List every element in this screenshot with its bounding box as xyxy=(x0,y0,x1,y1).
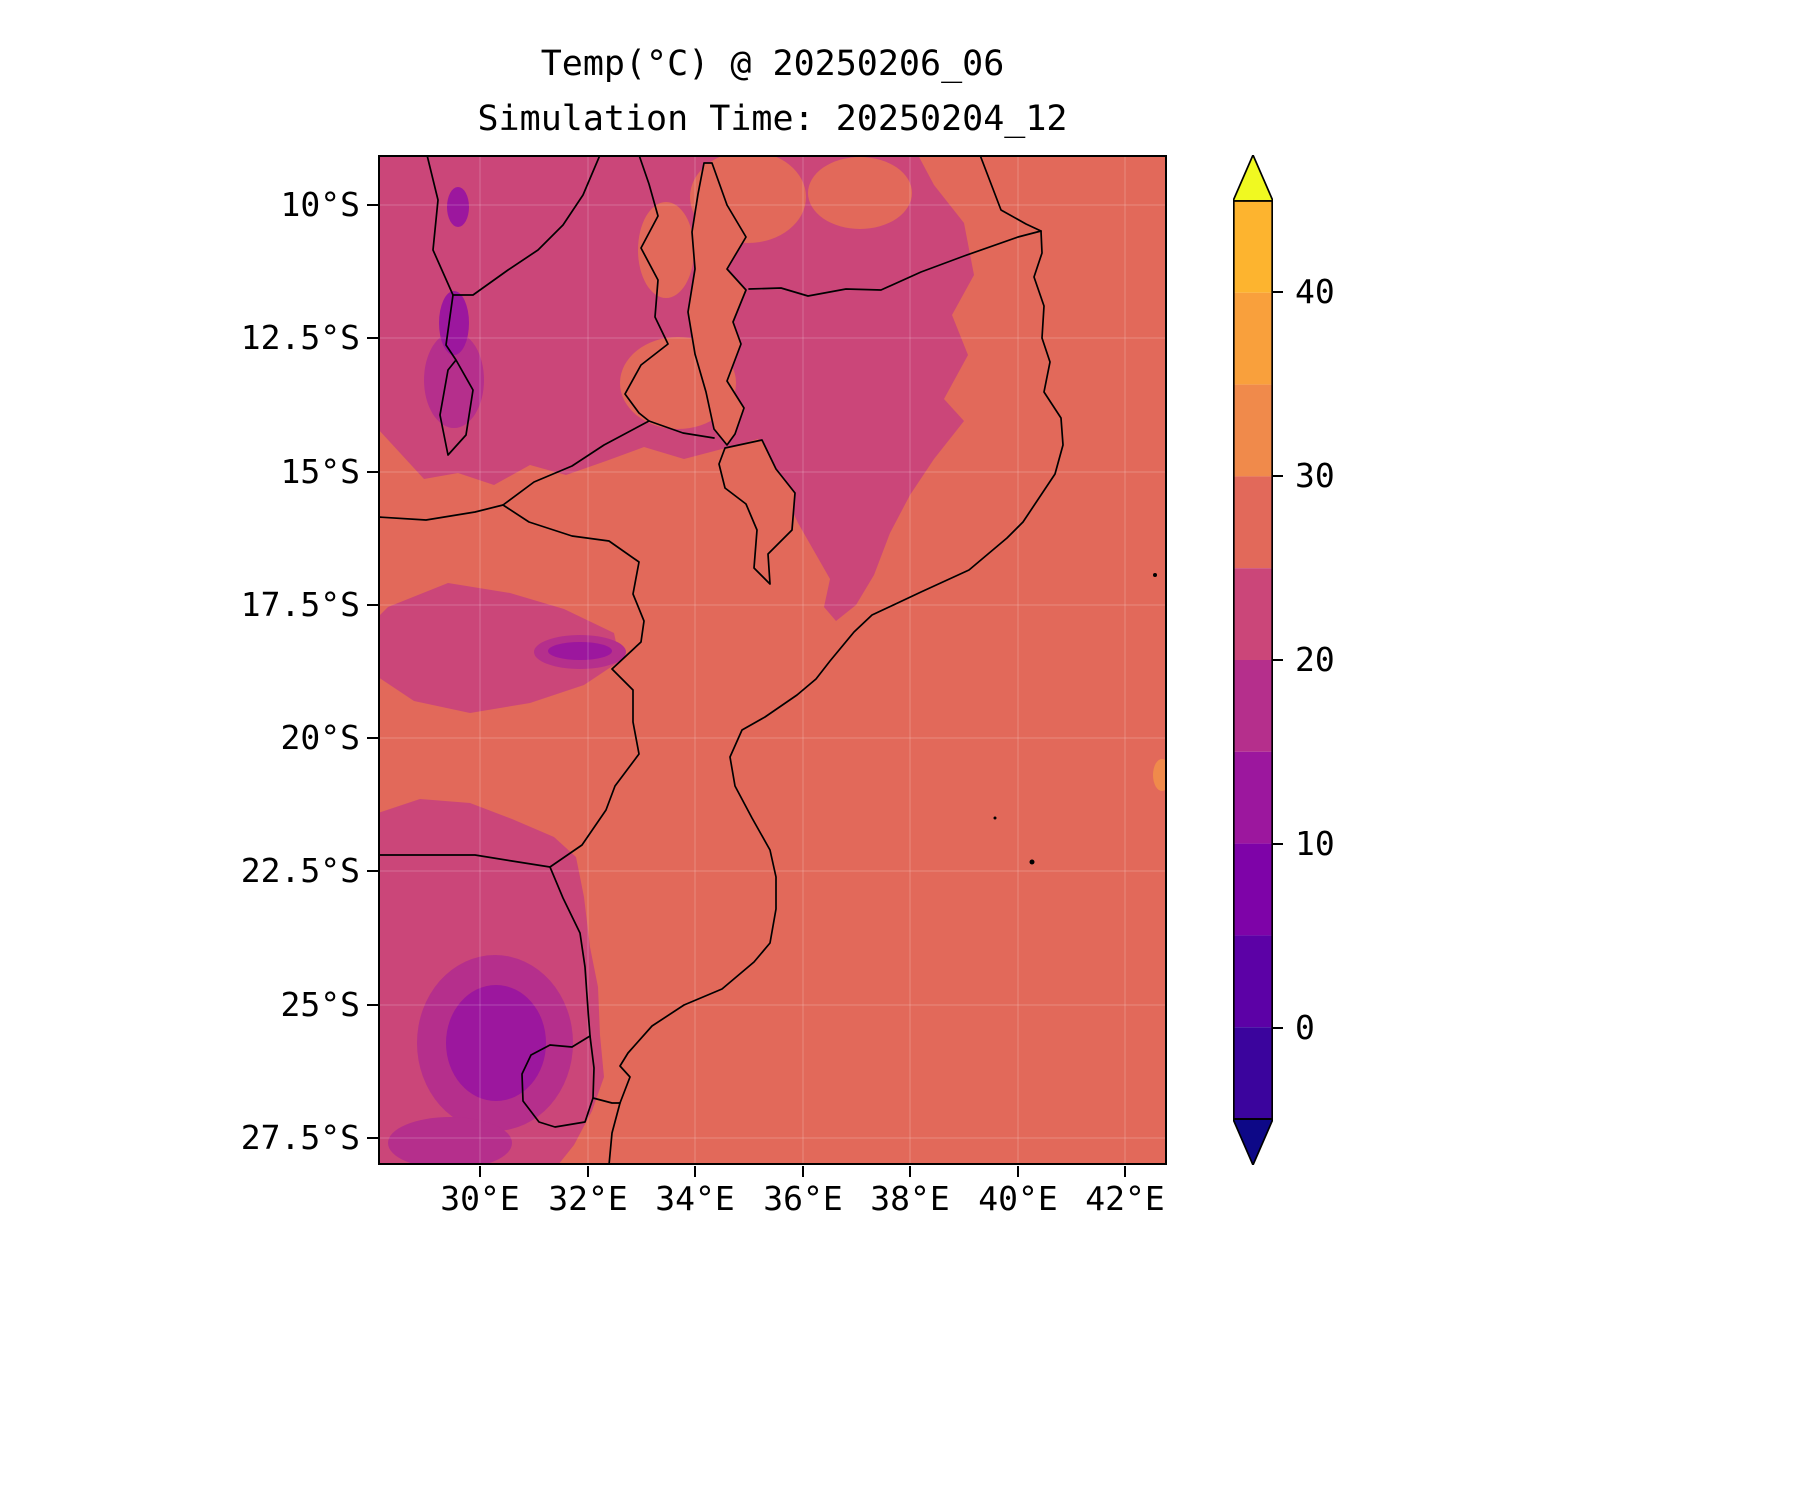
x-tick-label: 40°E xyxy=(978,1179,1058,1218)
colorbar-tick-label: 20 xyxy=(1295,640,1335,679)
colorbar-segment-0-5 xyxy=(1233,935,1273,1028)
colorbar-under-arrow xyxy=(1233,1118,1273,1165)
x-tick-mark xyxy=(1124,1166,1126,1177)
y-tick-mark xyxy=(367,204,378,206)
x-tick-label: 34°E xyxy=(655,1179,735,1218)
colorbar-segment-15-20 xyxy=(1233,660,1273,752)
field-patch-25-30-b xyxy=(808,157,912,229)
colorbar-tick-mark xyxy=(1273,843,1283,845)
colorbar-segment-30-35 xyxy=(1233,384,1273,477)
y-tick-label: 22.5°S xyxy=(240,851,360,890)
y-tick-label: 20°S xyxy=(280,718,360,757)
colorbar-tick-mark xyxy=(1273,291,1283,293)
x-tick-label: 32°E xyxy=(548,1179,628,1218)
colorbar-tick-mark xyxy=(1273,659,1283,661)
coastline-border xyxy=(608,155,1064,1165)
island-speck-3 xyxy=(993,816,997,820)
colorbar-tick-mark xyxy=(1273,1027,1283,1029)
x-tick-label: 42°E xyxy=(1085,1179,1165,1218)
tanzania-zambia-border xyxy=(452,155,601,296)
colorbar-tick-label: 30 xyxy=(1295,456,1335,495)
colorbar-tick-label: 0 xyxy=(1295,1008,1315,1047)
lake-malawi xyxy=(687,162,747,446)
x-tick-mark xyxy=(802,1166,804,1177)
x-tick-label: 36°E xyxy=(763,1179,843,1218)
malawi-mozambique-border xyxy=(648,420,715,439)
malawi-west-border xyxy=(624,155,669,422)
field-region-10-15-b xyxy=(439,291,469,355)
x-tick-mark xyxy=(587,1166,589,1177)
x-tick-mark xyxy=(694,1166,696,1177)
colorbar-tick-label: 40 xyxy=(1295,272,1335,311)
y-tick-mark xyxy=(367,1137,378,1139)
colorbar-segment-20-25 xyxy=(1233,568,1273,660)
y-tick-label: 17.5°S xyxy=(240,585,360,624)
zimbabwe-mozambique-border xyxy=(502,504,645,868)
field-region-20-25-zimbabwe xyxy=(378,583,620,713)
y-tick-label: 15°S xyxy=(280,452,360,491)
colorbar-segment-35-40 xyxy=(1233,292,1273,385)
colorbar-over-arrow xyxy=(1233,155,1273,202)
y-tick-label: 10°S xyxy=(280,185,360,224)
colorbar-segment-5-10 xyxy=(1233,843,1273,936)
y-tick-mark xyxy=(367,737,378,739)
x-tick-mark xyxy=(909,1166,911,1177)
limpopo-border xyxy=(378,854,551,868)
field-region-10-15-a xyxy=(447,187,469,227)
malawi-south-region-border xyxy=(718,439,796,585)
island-speck-1 xyxy=(1153,573,1157,577)
colorbar-segment-10-15 xyxy=(1233,751,1273,844)
y-tick-mark xyxy=(367,471,378,473)
y-tick-mark xyxy=(367,870,378,872)
temperature-map xyxy=(378,155,1167,1165)
y-tick-label: 12.5°S xyxy=(240,318,360,357)
island-speck-2 xyxy=(1029,859,1035,865)
page-subtitle: Simulation Time: 20250204_12 xyxy=(477,99,1068,139)
y-tick-label: 25°S xyxy=(280,985,360,1024)
field-region-10-15-southwest xyxy=(446,985,546,1101)
eswatini-border xyxy=(521,1035,595,1128)
plot-frame xyxy=(378,155,1167,1165)
colorbar xyxy=(1233,155,1273,1165)
southafrica-mozambique-border xyxy=(549,866,591,1037)
page-title: Temp(°C) @ 20250206_06 xyxy=(540,44,1005,84)
colorbar-segment-40-45 xyxy=(1233,201,1273,293)
colorbar-segment-neg5-0 xyxy=(1233,1027,1273,1119)
colorbar-tick-mark xyxy=(1273,475,1283,477)
y-tick-label: 27.5°S xyxy=(240,1118,360,1157)
northwest-borders xyxy=(426,155,474,456)
field-patch-25-30-c xyxy=(638,202,694,298)
colorbar-outline xyxy=(1233,200,1273,1120)
eswatini-coast-border xyxy=(592,1097,621,1104)
y-tick-mark xyxy=(367,337,378,339)
zambezi-border xyxy=(378,504,504,521)
field-region-15-20-bottom xyxy=(388,1117,512,1165)
colorbar-segment-25-30 xyxy=(1233,476,1273,569)
x-tick-mark xyxy=(479,1166,481,1177)
x-tick-label: 30°E xyxy=(440,1179,520,1218)
y-tick-mark xyxy=(367,604,378,606)
luangwa-border xyxy=(502,420,650,506)
colorbar-tick-label: 10 xyxy=(1295,824,1335,863)
y-tick-mark xyxy=(367,1004,378,1006)
ruvuma-border xyxy=(748,230,1042,297)
field-region-10-15-highlands xyxy=(548,642,612,660)
field-spot-30-35 xyxy=(1153,759,1167,791)
x-tick-mark xyxy=(1017,1166,1019,1177)
x-tick-label: 38°E xyxy=(870,1179,950,1218)
field-region-15-20-northwest xyxy=(424,332,484,428)
